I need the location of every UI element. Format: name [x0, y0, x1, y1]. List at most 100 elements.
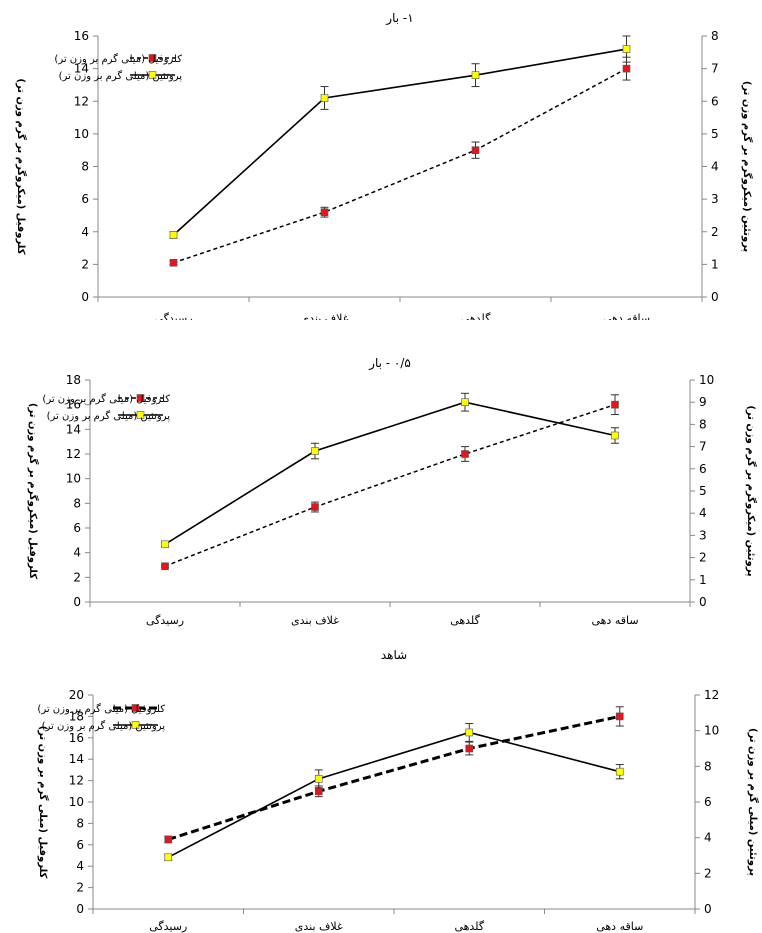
y-tick-label: 10: [66, 472, 81, 486]
legend-marker: [136, 394, 145, 402]
y-tick-label: 18: [69, 709, 84, 723]
legend-marker: [131, 721, 140, 729]
y2-tick-label: 12: [704, 688, 719, 702]
x-tick-label: گلدهی: [450, 614, 480, 627]
legend-label: کلروفیل (میلی گرم بر وزن تر): [37, 703, 165, 715]
legend-label: پروتئین (میلی گرم بر وزن تر): [47, 410, 171, 422]
data-point-protein: [622, 45, 631, 53]
data-point-protein: [471, 71, 480, 79]
y2-tick-label: 6: [704, 795, 712, 809]
y2-tick-label: 2: [699, 551, 707, 565]
chart-control: شاهد 0 2 4 6 8 10 12 14 16 18 20 0 2 4 6 8 10 12 رسیدگی غلاف…: [37, 648, 760, 933]
y-tick-label: 16: [74, 29, 89, 43]
y-tick-label: 8: [81, 160, 89, 174]
y-tick-label: 14: [74, 62, 89, 76]
data-point-chlorophyll: [622, 64, 631, 73]
y2-tick-label: 9: [699, 395, 707, 409]
data-point-chlorophyll: [465, 744, 474, 753]
chart-title: ۰/۵ - بار: [368, 356, 411, 371]
legend-marker: [148, 71, 157, 79]
y2-tick-label: 8: [699, 417, 707, 431]
y2-tick-label: 8: [704, 759, 712, 773]
legend-label: پروتئین (میلی گرم بر وزن تر): [42, 720, 166, 732]
y-tick-label: 12: [69, 774, 84, 788]
data-point-protein: [169, 231, 178, 239]
legend-label: پروتئین (میلی گرم بر وزن تر): [59, 70, 183, 82]
data-point-chlorophyll: [471, 146, 480, 154]
y-tick-label: 14: [66, 422, 81, 436]
data-point-protein: [161, 540, 169, 549]
y2-axis-title: پروتئین (میکروگرم بر گرم وزن تر): [745, 405, 758, 577]
data-point-protein: [461, 398, 469, 407]
data-point-chlorophyll: [314, 787, 323, 796]
y2-tick-label: 7: [711, 62, 719, 76]
y2-tick-label: 10: [699, 373, 714, 387]
data-point-chlorophyll: [615, 712, 624, 721]
y-axis-title: کلروفیل (میلی گرم بر وزن تر): [37, 726, 50, 879]
y2-tick-label: 2: [704, 866, 712, 880]
series-line-protein: [164, 401, 616, 545]
y-tick-label: 2: [76, 881, 84, 895]
legend-label: کلروفیل (میلی گرم بر وزن تر): [54, 53, 182, 65]
x-tick-label: رسیدگی: [154, 312, 192, 320]
legend-marker: [131, 704, 140, 712]
data-point-protein: [611, 431, 619, 440]
data-point-chlorophyll: [169, 258, 178, 267]
data-point-chlorophyll: [461, 450, 469, 458]
x-tick-label: ساقه دهی: [591, 614, 638, 627]
legend-marker: [136, 411, 145, 419]
y2-tick-label: 3: [699, 528, 707, 542]
y-tick-label: 2: [81, 257, 89, 271]
x-tick-label: گلدهی: [454, 920, 484, 933]
y-tick-label: 10: [69, 795, 84, 809]
series-line-protein: [172, 48, 627, 236]
x-tick-label: رسیدگی: [149, 920, 187, 933]
y2-tick-label: 3: [711, 192, 719, 206]
y-tick-label: 8: [73, 496, 81, 510]
data-point-protein: [314, 775, 323, 783]
y2-tick-label: 4: [704, 831, 712, 845]
y2-axis-title: پروتئین (میلی گرم بر وزن تر): [747, 728, 760, 876]
x-tick-label: غلاف بندی: [291, 614, 339, 627]
y2-tick-label: 4: [699, 506, 707, 520]
y-axis-title: کلروفیل (میکروگرم بر گرم وزن تر): [27, 403, 40, 579]
y-axis-title: کلروفیل (میکروگرم بر گرم وزن تر): [15, 78, 28, 254]
data-point-protein: [311, 447, 319, 455]
chart-05bar: ۰/۵ - بار024681012141618012345678910رسید…: [27, 356, 758, 627]
series-line-chlorophyll: [173, 67, 627, 264]
chart-title: شاهد: [381, 648, 407, 662]
y-tick-label: 0: [76, 902, 84, 916]
y2-tick-label: 0: [704, 902, 712, 916]
y-tick-label: 0: [81, 290, 89, 304]
data-point-chlorophyll: [161, 562, 169, 571]
y-tick-label: 14: [69, 752, 84, 766]
data-point-protein: [164, 853, 173, 862]
y-tick-label: 2: [73, 570, 81, 584]
y-tick-label: 10: [74, 127, 89, 141]
y2-tick-label: 10: [704, 724, 719, 738]
x-tick-label: غلاف بندی: [295, 920, 343, 933]
y-tick-label: 16: [66, 398, 81, 412]
data-point-chlorophyll: [611, 400, 619, 409]
y2-axis-title: پروتئین (میکروگرم بر گرم وزن تر): [741, 81, 754, 253]
y-tick-label: 20: [69, 688, 84, 702]
data-point-protein: [465, 728, 474, 737]
x-tick-label: غلاف بندی: [301, 312, 349, 320]
y-tick-label: 4: [81, 225, 89, 239]
y-tick-label: 6: [81, 192, 89, 206]
y2-tick-label: 2: [711, 225, 719, 239]
legend-label: کلروفیل (میلی گرم بر وزن تر): [42, 393, 170, 405]
y2-tick-label: 5: [699, 484, 707, 498]
y-tick-label: 4: [73, 546, 81, 560]
x-tick-label: رسیدگی: [146, 614, 184, 627]
series-line-chlorophyll: [167, 714, 621, 841]
y-tick-label: 18: [66, 373, 81, 387]
data-point-chlorophyll: [164, 835, 173, 844]
y-tick-label: 12: [74, 94, 89, 108]
y2-tick-label: 0: [711, 290, 719, 304]
y2-tick-label: 1: [711, 257, 719, 271]
y-tick-label: 6: [76, 838, 84, 852]
y-tick-label: 0: [73, 595, 81, 609]
data-point-protein: [615, 767, 624, 776]
